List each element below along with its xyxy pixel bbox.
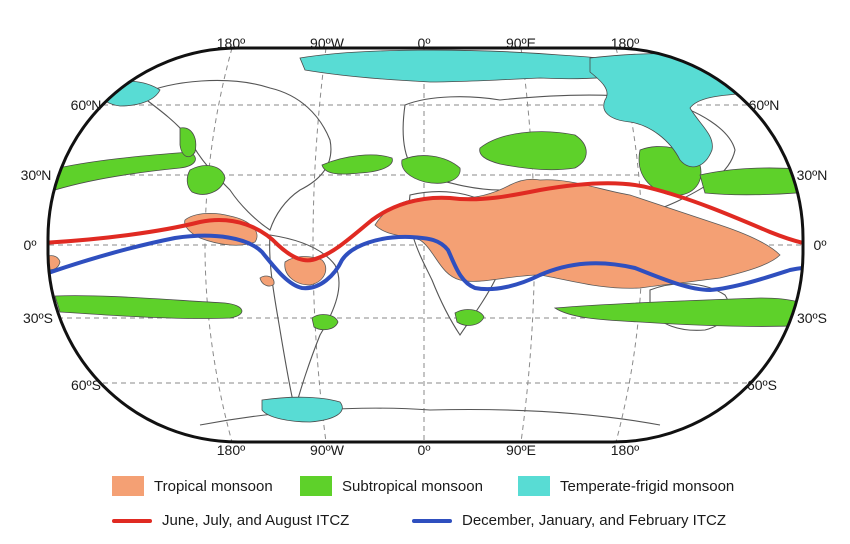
- jja-itcz-swatch: [112, 518, 152, 523]
- bottom-longitude-labels: 180º 90ºW 0º 90ºE 180º: [217, 442, 639, 458]
- lat-label-left-eq: 0º: [24, 237, 37, 253]
- legend-label-subtropical: Subtropical monsoon: [342, 477, 483, 495]
- lon-label-top-180w: 180º: [217, 35, 245, 51]
- lat-label-right-eq: 0º: [814, 237, 827, 253]
- top-longitude-labels: 180º 90ºW 0º 90ºE 180º: [217, 35, 639, 51]
- lat-label-right-30n: 30ºN: [797, 167, 828, 183]
- right-latitude-labels: 60ºN 30ºN 0º 30ºS 60ºS: [747, 97, 827, 393]
- subtropical-monsoon-regions: [49, 127, 803, 331]
- lat-label-right-30s: 30ºS: [797, 310, 827, 326]
- lat-label-left-60n: 60ºN: [71, 97, 102, 113]
- temperate-swatch: [518, 476, 550, 496]
- lon-label-top-90w: 90ºW: [310, 35, 345, 51]
- djf-itcz-swatch: [412, 518, 452, 523]
- subtropical-swatch: [300, 476, 332, 496]
- lat-label-left-30s: 30ºS: [23, 310, 53, 326]
- lon-label-bottom-90e: 90ºE: [506, 442, 536, 458]
- lon-label-bottom-0: 0º: [418, 442, 431, 458]
- legend-label-djf-itcz: December, January, and February ITCZ: [462, 512, 726, 529]
- legend-item-temperate: Temperate-frigid monsoon: [518, 476, 734, 496]
- lat-label-right-60s: 60ºS: [747, 377, 777, 393]
- legend-label-tropical: Tropical monsoon: [154, 477, 273, 495]
- legend-label-temperate: Temperate-frigid monsoon: [560, 477, 735, 495]
- lon-label-bottom-180e: 180º: [611, 442, 639, 458]
- lon-label-top-180e: 180º: [611, 35, 639, 51]
- world-monsoon-map: 180º 90ºW 0º 90ºE 180º 180º 90ºW 0º 90ºE…: [21, 35, 828, 458]
- lat-label-left-30n: 30ºN: [21, 167, 52, 183]
- map-legend: Tropical monsoon Subtropical monsoon Tem…: [0, 470, 850, 544]
- lon-label-top-0: 0º: [418, 35, 431, 51]
- legend-item-tropical: Tropical monsoon: [112, 476, 273, 496]
- lat-label-right-60n: 60ºN: [749, 97, 780, 113]
- tropical-swatch: [112, 476, 144, 496]
- lon-label-bottom-180w: 180º: [217, 442, 245, 458]
- legend-label-jja-itcz: June, July, and August ITCZ: [162, 512, 350, 529]
- globe-border: [46, 46, 805, 444]
- jja-itcz-line: [48, 181, 803, 263]
- lat-label-left-60s: 60ºS: [71, 377, 101, 393]
- left-latitude-labels: 60ºN 30ºN 0º 30ºS 60ºS: [21, 97, 102, 393]
- legend-item-jja-itcz: June, July, and August ITCZ: [112, 512, 349, 529]
- lon-label-top-90e: 90ºE: [506, 35, 536, 51]
- map-body: [48, 48, 803, 442]
- legend-item-djf-itcz: December, January, and February ITCZ: [412, 512, 726, 529]
- djf-itcz-line: [48, 233, 803, 293]
- lon-label-bottom-90w: 90ºW: [310, 442, 345, 458]
- legend-item-subtropical: Subtropical monsoon: [300, 476, 483, 496]
